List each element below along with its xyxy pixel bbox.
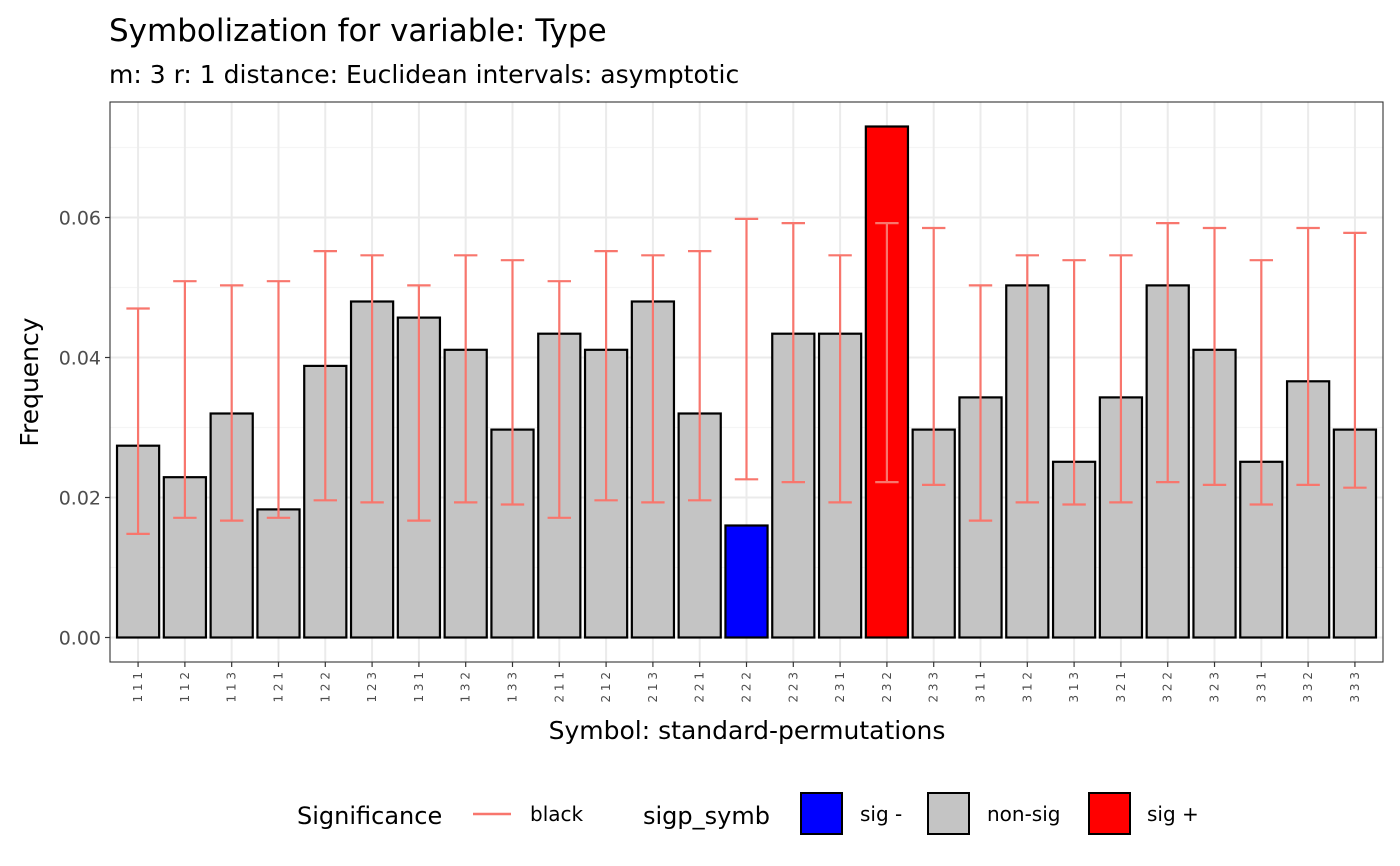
bar — [771, 332, 816, 639]
x-tick-label: 1 1 3 — [225, 672, 239, 703]
legend-key-sig-minus — [800, 792, 843, 835]
x-tick-label: 2 1 3 — [646, 672, 660, 703]
bars — [115, 125, 1378, 639]
x-tick-label: 1 1 2 — [178, 672, 192, 703]
x-tick-label: 3 3 1 — [1254, 672, 1268, 703]
x-tick-label: 3 3 3 — [1348, 672, 1362, 703]
legend-label-non-sig: non-sig — [987, 802, 1060, 826]
x-tick-label: 2 2 2 — [740, 672, 754, 703]
bar — [1285, 380, 1331, 639]
y-tick-label: 0.06 — [59, 208, 101, 230]
y-axis: 0.00 0.02 0.04 0.06 — [59, 208, 110, 650]
x-tick-label: 3 1 1 — [974, 672, 988, 703]
x-tick-label: 1 3 2 — [459, 672, 473, 703]
x-axis-title: Symbol: standard-permutations — [549, 716, 946, 745]
x-tick-label: 2 3 2 — [880, 672, 894, 703]
x-tick-label: 2 2 3 — [786, 672, 800, 703]
x-tick-label: 2 1 2 — [599, 672, 613, 703]
x-tick-label: 1 3 3 — [505, 672, 519, 703]
plot-panel — [109, 101, 1384, 663]
x-tick-label: 1 2 3 — [365, 672, 379, 703]
x-tick-label: 3 3 2 — [1301, 672, 1315, 703]
chart-subtitle: m: 3 r: 1 distance: Euclidean intervals:… — [109, 60, 739, 89]
legend-label-sig-minus: sig - — [860, 802, 902, 826]
y-tick-label: 0.04 — [59, 348, 101, 370]
legend-label-black: black — [530, 802, 584, 826]
x-tick-label: 3 1 3 — [1067, 672, 1081, 703]
bar — [724, 524, 769, 639]
x-tick-label: 2 3 1 — [833, 672, 847, 703]
x-tick-label: 2 3 3 — [927, 672, 941, 703]
x-tick-label: 1 2 2 — [318, 672, 332, 703]
bar — [256, 508, 301, 639]
x-axis: 1 1 1 1 1 2 1 1 3 1 2 1 1 2 2 1 2 3 1 3 1 1 3 2… — [131, 662, 1362, 703]
error-bars — [126, 217, 1367, 536]
x-tick-label: 1 3 1 — [412, 672, 426, 703]
x-tick-label: 3 2 3 — [1208, 672, 1222, 703]
x-tick-label: 3 1 2 — [1020, 672, 1034, 703]
x-tick-label: 3 2 2 — [1161, 672, 1175, 703]
x-tick-label: 2 1 1 — [552, 672, 566, 703]
legend: Significance black sigp_symb sig - non-s… — [297, 792, 1199, 835]
x-tick-label: 2 2 1 — [693, 672, 707, 703]
legend-label-sig-plus: sig + — [1147, 802, 1199, 826]
y-axis-title: Frequency — [15, 317, 44, 446]
x-tick-label: 1 2 1 — [271, 672, 285, 703]
chart-title: Symbolization for variable: Type — [109, 13, 607, 49]
y-tick-label: 0.00 — [59, 628, 101, 650]
y-tick-label: 0.02 — [59, 488, 101, 510]
x-tick-label: 1 1 1 — [131, 672, 145, 703]
legend-title-sigp-symb: sigp_symb — [643, 802, 770, 830]
legend-key-non-sig — [927, 792, 970, 835]
x-tick-label: 3 2 1 — [1114, 672, 1128, 703]
bar — [1192, 348, 1237, 639]
legend-key-sig-plus — [1088, 792, 1131, 835]
legend-title-significance: Significance — [297, 802, 442, 830]
